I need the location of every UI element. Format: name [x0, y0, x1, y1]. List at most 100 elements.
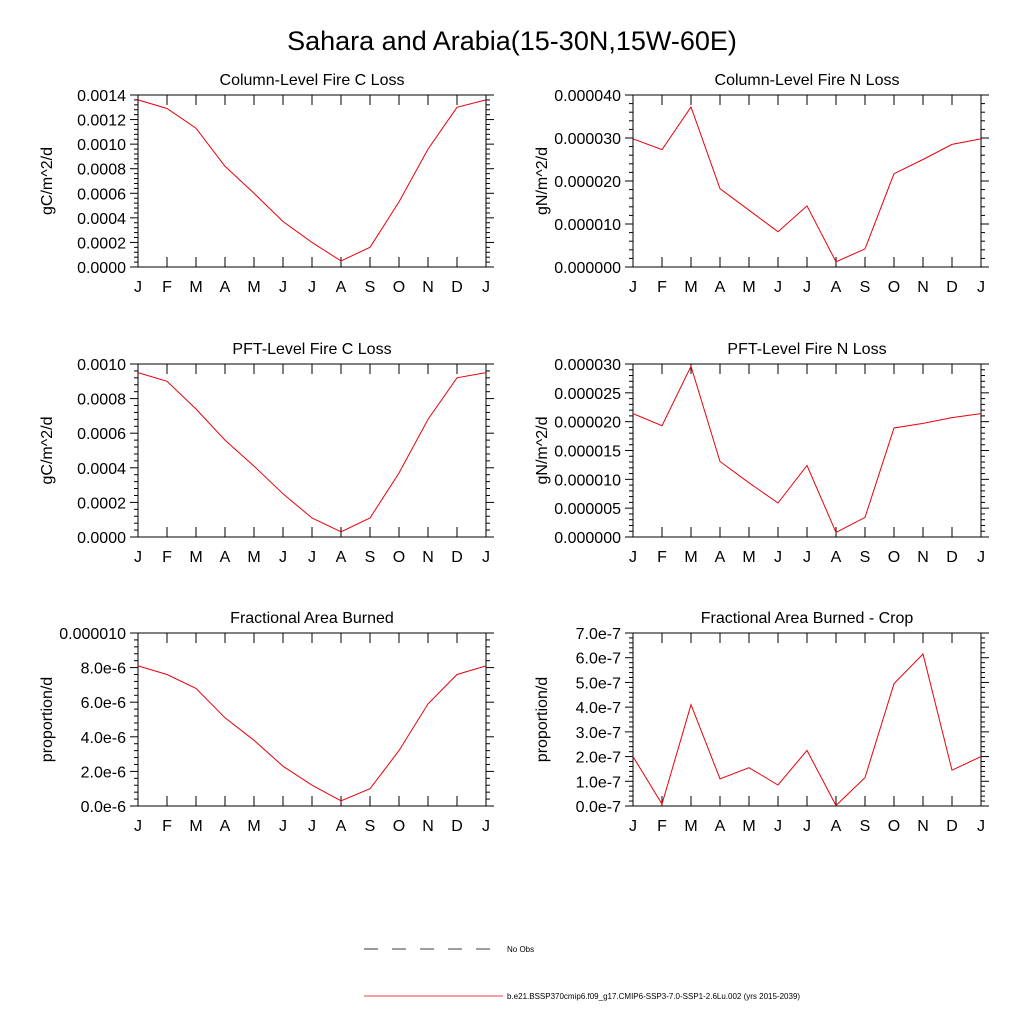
x-tick-label: J	[482, 549, 490, 566]
x-tick-label: S	[365, 549, 376, 566]
x-tick-label: J	[482, 279, 490, 296]
y-axis-label: gC/m^2/d	[39, 147, 56, 215]
y-tick-label: 2.0e-7	[576, 750, 621, 767]
x-tick-label: N	[422, 279, 434, 296]
y-tick-label: 1.0e-7	[576, 774, 621, 791]
y-tick-label: 0.0010	[77, 137, 126, 154]
x-tick-label: M	[684, 549, 697, 566]
x-tick-label: O	[393, 279, 405, 296]
x-tick-label: S	[860, 818, 871, 835]
series-line	[632, 105, 982, 263]
x-tick-label: A	[715, 279, 726, 296]
x-tick-label: J	[482, 818, 490, 835]
y-tick-label: 0.0004	[77, 461, 126, 478]
x-tick-label: M	[742, 549, 755, 566]
y-tick-label: 0.000010	[554, 472, 621, 489]
x-tick-label: A	[715, 549, 726, 566]
x-tick-label: F	[162, 818, 172, 835]
x-tick-label: D	[946, 549, 958, 566]
x-tick-label: S	[365, 818, 376, 835]
x-tick-label: A	[336, 549, 347, 566]
x-tick-label: J	[774, 818, 782, 835]
x-tick-label: O	[888, 549, 900, 566]
x-tick-label: A	[831, 818, 842, 835]
x-tick-label: F	[657, 279, 667, 296]
series-line	[137, 665, 487, 802]
x-tick-label: D	[451, 549, 463, 566]
y-axis-label: proportion/d	[534, 677, 551, 762]
plot-frame	[632, 632, 982, 807]
y-tick-label: 4.0e-6	[81, 730, 126, 747]
x-tick-label: J	[134, 279, 142, 296]
plot-frame	[632, 363, 982, 538]
x-tick-label: F	[162, 279, 172, 296]
x-tick-label: N	[917, 549, 929, 566]
x-tick-label: J	[308, 279, 316, 296]
y-tick-label: 0.0008	[77, 392, 126, 409]
x-tick-label: J	[803, 818, 811, 835]
x-tick-label: J	[308, 549, 316, 566]
x-tick-label: J	[977, 279, 985, 296]
x-tick-label: A	[220, 549, 231, 566]
y-tick-label: 2.0e-6	[81, 764, 126, 781]
panel-title: Column-Level Fire N Loss	[715, 72, 900, 89]
series-line	[137, 372, 487, 533]
y-tick-label: 0.0000	[77, 260, 126, 277]
x-tick-label: O	[888, 818, 900, 835]
x-tick-label: D	[946, 818, 958, 835]
figure-title: Sahara and Arabia(15-30N,15W-60E)	[287, 26, 737, 56]
y-tick-label: 0.0002	[77, 235, 126, 252]
y-tick-label: 0.0014	[77, 88, 126, 105]
y-tick-label: 0.000030	[554, 131, 621, 148]
x-tick-label: F	[162, 549, 172, 566]
x-tick-label: J	[134, 549, 142, 566]
x-tick-label: J	[977, 549, 985, 566]
x-tick-label: N	[917, 818, 929, 835]
series-line	[632, 364, 982, 534]
x-tick-label: M	[189, 549, 202, 566]
legend: No Obs b.e21.BSSP370cmip6.f09_g17.CMIP6-…	[364, 945, 800, 1001]
x-tick-label: A	[336, 818, 347, 835]
x-tick-label: J	[629, 279, 637, 296]
x-tick-label: N	[917, 279, 929, 296]
y-tick-label: 3.0e-7	[576, 725, 621, 742]
y-tick-label: 0.000005	[554, 501, 621, 518]
panel-6: Fractional Area Burned - Crop proportion/…	[534, 610, 989, 835]
panel-title: Fractional Area Burned - Crop	[701, 610, 914, 627]
x-tick-label: A	[831, 279, 842, 296]
x-tick-label: M	[247, 818, 260, 835]
x-tick-label: A	[831, 549, 842, 566]
y-tick-label: 0.0008	[77, 162, 126, 179]
y-tick-label: 0.000020	[554, 415, 621, 432]
x-tick-label: D	[946, 279, 958, 296]
x-tick-label: J	[774, 279, 782, 296]
y-tick-label: 0.0012	[77, 113, 126, 130]
y-tick-label: 7.0e-7	[576, 626, 621, 643]
y-tick-label: 0.0006	[77, 186, 126, 203]
y-axis-label: proportion/d	[39, 677, 56, 762]
x-tick-label: N	[422, 549, 434, 566]
x-tick-label: M	[742, 279, 755, 296]
panel-title: Fractional Area Burned	[230, 610, 394, 627]
x-tick-label: O	[393, 549, 405, 566]
x-tick-label: M	[684, 818, 697, 835]
x-tick-label: S	[860, 279, 871, 296]
x-tick-label: J	[134, 818, 142, 835]
y-tick-label: 0.000000	[554, 260, 621, 277]
plot-frame	[137, 94, 487, 268]
y-tick-label: 5.0e-7	[576, 675, 621, 692]
y-tick-label: 6.0e-7	[576, 651, 621, 668]
x-tick-label: J	[279, 279, 287, 296]
x-tick-label: M	[742, 818, 755, 835]
y-tick-label: 0.000020	[554, 174, 621, 191]
y-tick-label: 6.0e-6	[81, 695, 126, 712]
x-tick-label: N	[422, 818, 434, 835]
x-tick-label: F	[657, 549, 667, 566]
x-tick-label: J	[774, 549, 782, 566]
x-tick-label: J	[629, 818, 637, 835]
series-line	[137, 99, 487, 262]
y-tick-label: 0.0010	[77, 357, 126, 374]
